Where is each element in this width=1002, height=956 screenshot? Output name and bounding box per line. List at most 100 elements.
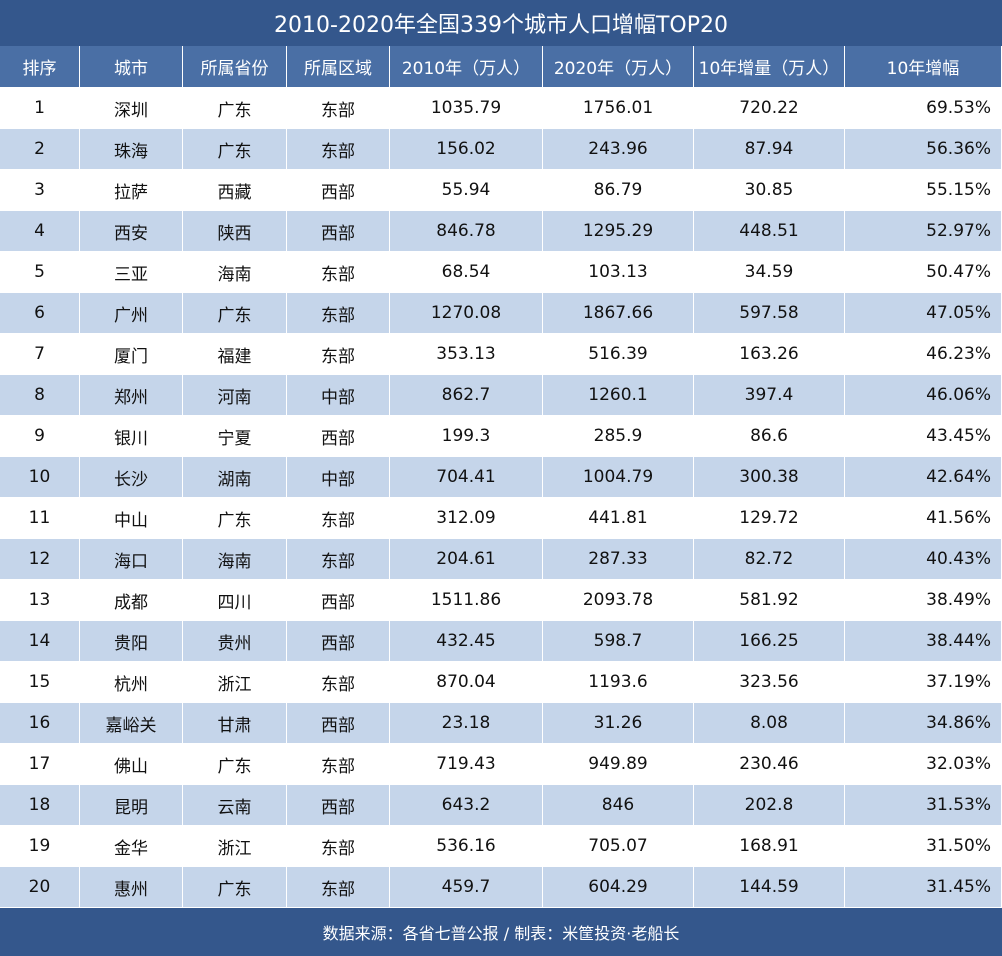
growth-label: 46.23%: [845, 334, 1002, 375]
table-cell: 31.26: [543, 703, 694, 744]
table-cell: 598.7: [543, 621, 694, 662]
table-cell: 1867.66: [543, 293, 694, 334]
table-cell: 949.89: [543, 744, 694, 785]
table-cell: 陕西: [183, 211, 287, 252]
growth-label: 41.56%: [845, 498, 1002, 539]
table-cell: 5: [0, 252, 80, 293]
growth-label: 56.36%: [845, 129, 1002, 170]
header-cell: 2020年（万人）: [543, 46, 694, 88]
table-cell: 432.45: [390, 621, 543, 662]
table-cell: 459.7: [390, 867, 543, 908]
cell-bg: [845, 375, 1002, 416]
growth-label: 32.03%: [845, 744, 1002, 785]
table-cell: 1511.86: [390, 580, 543, 621]
table-cell: 15: [0, 662, 80, 703]
table-cell: 东部: [287, 867, 390, 908]
table-cell: 82.72: [694, 539, 845, 580]
table-cell: 福建: [183, 334, 287, 375]
table-cell: 海南: [183, 252, 287, 293]
growth-label: 46.06%: [845, 375, 1002, 416]
table-cell: 19: [0, 826, 80, 867]
table-cell: 204.61: [390, 539, 543, 580]
table-cell: 中山: [80, 498, 183, 539]
table-cell: 海口: [80, 539, 183, 580]
table-cell: 1270.08: [390, 293, 543, 334]
table-cell: 浙江: [183, 826, 287, 867]
growth-label: 31.45%: [845, 867, 1002, 908]
table-cell: 87.94: [694, 129, 845, 170]
table-cell: 13: [0, 580, 80, 621]
table-cell: 300.38: [694, 457, 845, 498]
table-cell: 846.78: [390, 211, 543, 252]
table-cell: 中部: [287, 375, 390, 416]
table-cell: 441.81: [543, 498, 694, 539]
table-cell: 323.56: [694, 662, 845, 703]
table-cell: 西部: [287, 785, 390, 826]
table-cell: 30.85: [694, 170, 845, 211]
growth-label: 38.44%: [845, 621, 1002, 662]
table-cell: 三亚: [80, 252, 183, 293]
table-cell: 四川: [183, 580, 287, 621]
growth-label: 37.19%: [845, 662, 1002, 703]
cell-bg: [845, 88, 1002, 129]
table-cell: 中部: [287, 457, 390, 498]
table-cell: 86.79: [543, 170, 694, 211]
table-cell: 7: [0, 334, 80, 375]
table-cell: 郑州: [80, 375, 183, 416]
table-cell: 14: [0, 621, 80, 662]
table-cell: 597.58: [694, 293, 845, 334]
table-cell: 243.96: [543, 129, 694, 170]
growth-label: 31.53%: [845, 785, 1002, 826]
cell-bg: [845, 867, 1002, 908]
footer: 数据来源：各省七普公报 / 制表：米筐投资·老船长: [0, 908, 1002, 956]
growth-label: 38.49%: [845, 580, 1002, 621]
table-cell: 705.07: [543, 826, 694, 867]
table-cell: 成都: [80, 580, 183, 621]
table-cell: 金华: [80, 826, 183, 867]
table-cell: 西部: [287, 416, 390, 457]
growth-label: 40.43%: [845, 539, 1002, 580]
table-cell: 643.2: [390, 785, 543, 826]
table-cell: 东部: [287, 88, 390, 129]
table-cell: 17: [0, 744, 80, 785]
table-cell: 8: [0, 375, 80, 416]
table-cell: 166.25: [694, 621, 845, 662]
cell-bg: [845, 826, 1002, 867]
growth-label: 34.86%: [845, 703, 1002, 744]
table-cell: 珠海: [80, 129, 183, 170]
cell-bg: [845, 621, 1002, 662]
table-cell: 1: [0, 88, 80, 129]
table-cell: 长沙: [80, 457, 183, 498]
table-cell: 11: [0, 498, 80, 539]
table-cell: 贵阳: [80, 621, 183, 662]
table-cell: 4: [0, 211, 80, 252]
table-cell: 广东: [183, 129, 287, 170]
table-cell: 68.54: [390, 252, 543, 293]
table-cell: 3: [0, 170, 80, 211]
table-cell: 东部: [287, 744, 390, 785]
table-cell: 20: [0, 867, 80, 908]
growth-label: 52.97%: [845, 211, 1002, 252]
table-cell: 佛山: [80, 744, 183, 785]
table-cell: 东部: [287, 334, 390, 375]
table-cell: 10: [0, 457, 80, 498]
growth-label: 47.05%: [845, 293, 1002, 334]
growth-label: 43.45%: [845, 416, 1002, 457]
header-cell: 城市: [80, 46, 183, 88]
table-cell: 312.09: [390, 498, 543, 539]
table-cell: 东部: [287, 293, 390, 334]
cell-bg: [845, 580, 1002, 621]
header-cell: 2010年（万人）: [390, 46, 543, 88]
header-cell: 所属区域: [287, 46, 390, 88]
table-cell: 杭州: [80, 662, 183, 703]
table-cell: 516.39: [543, 334, 694, 375]
table-cell: 嘉峪关: [80, 703, 183, 744]
header-cell: 所属省份: [183, 46, 287, 88]
cell-bg: [845, 170, 1002, 211]
table-cell: 河南: [183, 375, 287, 416]
table-cell: 宁夏: [183, 416, 287, 457]
table-cell: 397.4: [694, 375, 845, 416]
cell-bg: [845, 457, 1002, 498]
cell-bg: [845, 539, 1002, 580]
